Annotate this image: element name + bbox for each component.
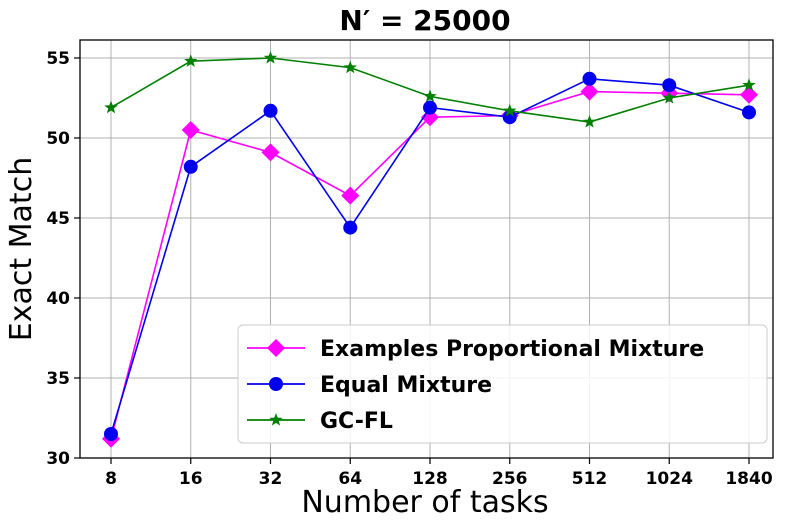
- y-tick-label: 30: [46, 449, 70, 469]
- legend-label: Equal Mixture: [320, 373, 492, 398]
- data-point: [343, 220, 358, 235]
- legend-item: Equal Mixture: [247, 373, 492, 398]
- data-point: [343, 60, 357, 74]
- plot-frame: [79, 39, 774, 459]
- data-point: [423, 89, 437, 103]
- y-tick-label: 50: [46, 129, 70, 149]
- data-point: [183, 159, 198, 174]
- data-point: [582, 115, 597, 128]
- data-point: [742, 78, 756, 91]
- data-point: [181, 121, 200, 139]
- x-tick-label: 16: [179, 469, 203, 489]
- x-tick-label: 32: [259, 469, 283, 489]
- legend-marker: [267, 339, 285, 357]
- legend: Examples Proportional Mixture Equal Mixtu…: [237, 324, 768, 444]
- y-axis-label: Exact Match: [4, 157, 39, 341]
- legend-label: Examples Proportional Mixture: [320, 337, 704, 362]
- y-tick-label: 55: [46, 49, 70, 69]
- data-point: [662, 78, 677, 93]
- x-tick-label: 64: [338, 469, 362, 489]
- y-tick-label: 45: [46, 209, 70, 229]
- axis-ticks: 8 16 32 64 128 256 512 1024 1840 30 35 40 45 50 55: [46, 49, 772, 489]
- legend-box: [237, 324, 768, 444]
- chart-title: N′ = 25000: [339, 4, 510, 37]
- x-axis-label: Number of tasks: [301, 485, 548, 520]
- data-point: [104, 427, 118, 441]
- data-point: [662, 91, 676, 104]
- data-point: [261, 143, 280, 162]
- data-point: [503, 103, 517, 117]
- series-2: [104, 71, 756, 441]
- y-tick-label: 40: [46, 289, 70, 309]
- series-3: [104, 51, 756, 128]
- x-tick-label: 1840: [725, 469, 772, 489]
- x-tick-label: 128: [412, 469, 448, 489]
- data-point: [341, 186, 360, 205]
- data-point: [502, 110, 517, 125]
- data-point: [263, 51, 278, 64]
- data-point: [104, 100, 118, 114]
- data-point: [742, 105, 756, 120]
- legend-label: GC-FL: [320, 409, 393, 434]
- legend-marker: [269, 413, 283, 426]
- x-tick-label: 256: [492, 469, 528, 489]
- x-tick-label: 1024: [646, 469, 693, 489]
- legend-marker: [269, 377, 283, 391]
- data-point: [184, 54, 198, 67]
- x-tick-label: 8: [105, 469, 117, 489]
- data-point: [580, 82, 599, 101]
- y-tick-label: 35: [46, 369, 70, 389]
- legend-item: GC-FL: [247, 409, 393, 434]
- data-point: [263, 103, 278, 118]
- legend-item: Examples Proportional Mixture: [247, 337, 704, 362]
- data-point: [582, 71, 597, 86]
- plot-series: [102, 51, 758, 448]
- data-point: [423, 100, 437, 115]
- data-point: [740, 85, 758, 104]
- x-tick-label: 512: [572, 469, 608, 489]
